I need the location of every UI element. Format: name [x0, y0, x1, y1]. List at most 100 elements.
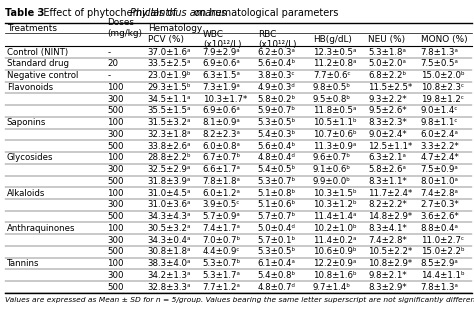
- Text: 10.2±1.0ᵇ: 10.2±1.0ᵇ: [313, 224, 356, 233]
- Text: 300: 300: [108, 95, 124, 104]
- Text: 7.5±0.5ᵃ: 7.5±0.5ᵃ: [421, 60, 459, 69]
- Text: 5.8±0.2ᵇ: 5.8±0.2ᵇ: [258, 95, 296, 104]
- Text: 11.8±0.5ᵃ: 11.8±0.5ᵃ: [313, 107, 356, 116]
- Text: 5.6±0.4ᵇ: 5.6±0.4ᵇ: [258, 60, 296, 69]
- Text: 10.3±1.2ᵇ: 10.3±1.2ᵇ: [313, 200, 356, 210]
- Text: 6.0±2.4ᵃ: 6.0±2.4ᵃ: [421, 130, 459, 139]
- Text: 9.7±1.4ᵇ: 9.7±1.4ᵇ: [313, 283, 351, 292]
- Text: 8.2±2.3ᵃ: 8.2±2.3ᵃ: [203, 130, 241, 139]
- Text: 9.0±1.4ᶜ: 9.0±1.4ᶜ: [421, 107, 458, 116]
- Text: on hematological parameters: on hematological parameters: [191, 8, 338, 18]
- Text: 8.3±2.9*: 8.3±2.9*: [368, 283, 407, 292]
- Text: Glycosides: Glycosides: [7, 153, 53, 163]
- Text: 6.7±0.7ᵇ: 6.7±0.7ᵇ: [203, 153, 241, 163]
- Text: 37.0±1.6ᵃ: 37.0±1.6ᵃ: [148, 48, 191, 57]
- Text: 11.4±1.4ᵃ: 11.4±1.4ᵃ: [313, 212, 356, 221]
- Text: 7.4±1.7ᵃ: 7.4±1.7ᵃ: [203, 224, 241, 233]
- Text: 9.6±0.7ᵇ: 9.6±0.7ᵇ: [313, 153, 351, 163]
- Text: 6.0±1.2ᵃ: 6.0±1.2ᵃ: [203, 189, 241, 198]
- Text: 8.3±4.1*: 8.3±4.1*: [368, 224, 407, 233]
- Text: 10.8±1.6ᵇ: 10.8±1.6ᵇ: [313, 271, 356, 280]
- Text: 7.8±1.8ᵃ: 7.8±1.8ᵃ: [203, 177, 241, 186]
- Text: Phyllanthus amarus: Phyllanthus amarus: [130, 8, 227, 18]
- Text: 8.1±0.9ᵃ: 8.1±0.9ᵃ: [203, 118, 240, 127]
- Text: 30.8±1.8ᵃ: 30.8±1.8ᵃ: [148, 247, 191, 256]
- Text: Negative control: Negative control: [7, 71, 78, 80]
- Text: Saponins: Saponins: [7, 118, 46, 127]
- Text: 32.8±3.3ᵃ: 32.8±3.3ᵃ: [148, 283, 191, 292]
- Text: 7.8±1.3ᵃ: 7.8±1.3ᵃ: [421, 283, 459, 292]
- Text: 8.3±1.1*: 8.3±1.1*: [368, 177, 407, 186]
- Text: 5.3±1.7ᵃ: 5.3±1.7ᵃ: [203, 271, 241, 280]
- Text: HB(g/dL): HB(g/dL): [313, 35, 352, 44]
- Text: 8.3±2.3*: 8.3±2.3*: [368, 118, 407, 127]
- Text: 9.8±1.1ᶜ: 9.8±1.1ᶜ: [421, 118, 458, 127]
- Text: 10.3±1.5ᵇ: 10.3±1.5ᵇ: [313, 189, 356, 198]
- Text: 300: 300: [108, 165, 124, 174]
- Text: 33.5±2.5ᵃ: 33.5±2.5ᵃ: [148, 60, 191, 69]
- Text: 5.1±0.6ᵇ: 5.1±0.6ᵇ: [258, 200, 296, 210]
- Text: -: -: [108, 48, 110, 57]
- Text: 100: 100: [108, 224, 124, 233]
- Text: 28.8±2.2ᵇ: 28.8±2.2ᵇ: [148, 153, 191, 163]
- Text: 9.9±0.0ᵇ: 9.9±0.0ᵇ: [313, 177, 351, 186]
- Text: 5.7±0.1ᵇ: 5.7±0.1ᵇ: [258, 236, 296, 245]
- Text: 300: 300: [108, 200, 124, 210]
- Text: 7.4±2.8*: 7.4±2.8*: [368, 236, 407, 245]
- Text: 7.9±2.9ᵃ: 7.9±2.9ᵃ: [203, 48, 240, 57]
- Text: 4.8±0.7ᵈ: 4.8±0.7ᵈ: [258, 283, 296, 292]
- Text: 7.7±0.6ᶜ: 7.7±0.6ᶜ: [313, 71, 351, 80]
- Text: 100: 100: [108, 118, 124, 127]
- Text: 6.3±1.5ᵃ: 6.3±1.5ᵃ: [203, 71, 241, 80]
- Text: 500: 500: [108, 283, 124, 292]
- Text: 31.8±3.9ᵃ: 31.8±3.9ᵃ: [148, 177, 191, 186]
- Text: 100: 100: [108, 189, 124, 198]
- Text: 5.3±1.8ᵃ: 5.3±1.8ᵃ: [368, 48, 406, 57]
- Text: 3.3±2.2*: 3.3±2.2*: [421, 142, 460, 151]
- Text: 11.3±0.9ᵃ: 11.3±0.9ᵃ: [313, 142, 356, 151]
- Text: 11.2±0.8ᵃ: 11.2±0.8ᵃ: [313, 60, 356, 69]
- Text: 10.7±0.6ᵇ: 10.7±0.6ᵇ: [313, 130, 356, 139]
- Text: 500: 500: [108, 212, 124, 221]
- Text: 11.7±2.4*: 11.7±2.4*: [368, 189, 412, 198]
- Text: 10.5±2.2*: 10.5±2.2*: [368, 247, 412, 256]
- Text: 10.8±2.9*: 10.8±2.9*: [368, 259, 412, 268]
- Text: 300: 300: [108, 271, 124, 280]
- Text: 300: 300: [108, 130, 124, 139]
- Text: NEU (%): NEU (%): [368, 35, 405, 44]
- Text: 6.9±0.6ᵃ: 6.9±0.6ᵃ: [203, 60, 240, 69]
- Text: MONO (%): MONO (%): [421, 35, 467, 44]
- Text: 100: 100: [108, 259, 124, 268]
- Text: 500: 500: [108, 142, 124, 151]
- Text: 31.0±4.5ᵃ: 31.0±4.5ᵃ: [148, 189, 191, 198]
- Text: 23.0±1.9ᵇ: 23.0±1.9ᵇ: [148, 71, 191, 80]
- Text: 5.3±0.5ᵇ: 5.3±0.5ᵇ: [258, 247, 296, 256]
- Text: 9.5±0.8ᵇ: 9.5±0.8ᵇ: [313, 95, 351, 104]
- Text: 32.3±1.8ᵃ: 32.3±1.8ᵃ: [148, 130, 191, 139]
- Text: 14.8±2.9*: 14.8±2.9*: [368, 212, 412, 221]
- Text: 5.4±0.8ᵇ: 5.4±0.8ᵇ: [258, 271, 296, 280]
- Text: 34.3±4.3ᵃ: 34.3±4.3ᵃ: [148, 212, 191, 221]
- Text: 15.0±2.0ᵇ: 15.0±2.0ᵇ: [421, 71, 465, 80]
- Text: 6.3±2.1ᵃ: 6.3±2.1ᵃ: [368, 153, 406, 163]
- Text: 34.5±1.1ᵃ: 34.5±1.1ᵃ: [148, 95, 191, 104]
- Text: 6.1±0.4ᵃ: 6.1±0.4ᵃ: [258, 259, 296, 268]
- Text: 31.5±3.2ᵃ: 31.5±3.2ᵃ: [148, 118, 191, 127]
- Text: Hematology: Hematology: [148, 24, 202, 33]
- Text: 5.7±0.9ᵃ: 5.7±0.9ᵃ: [203, 212, 240, 221]
- Text: 8.0±1.0ᵃ: 8.0±1.0ᵃ: [421, 177, 459, 186]
- Text: 4.7±2.4*: 4.7±2.4*: [421, 153, 460, 163]
- Text: 33.8±2.6ᵃ: 33.8±2.6ᵃ: [148, 142, 191, 151]
- Text: 10.3±1.7*: 10.3±1.7*: [203, 95, 247, 104]
- Text: 5.0±2.0ᵃ: 5.0±2.0ᵃ: [368, 60, 406, 69]
- Text: Standard drug: Standard drug: [7, 60, 69, 69]
- Text: PCV (%): PCV (%): [148, 35, 183, 44]
- Text: 12.2±0.9ᵃ: 12.2±0.9ᵃ: [313, 259, 356, 268]
- Text: Table 3: Table 3: [5, 8, 44, 18]
- Text: 34.3±0.4ᵃ: 34.3±0.4ᵃ: [148, 236, 191, 245]
- Text: WBC
(x10¹²/L): WBC (x10¹²/L): [203, 30, 241, 49]
- Text: 5.8±2.6ᵃ: 5.8±2.6ᵃ: [368, 165, 406, 174]
- Text: 7.7±1.2ᵃ: 7.7±1.2ᵃ: [203, 283, 241, 292]
- Text: 5.4±0.3ᵇ: 5.4±0.3ᵇ: [258, 130, 296, 139]
- Text: 7.8±1.3ᵃ: 7.8±1.3ᵃ: [421, 48, 459, 57]
